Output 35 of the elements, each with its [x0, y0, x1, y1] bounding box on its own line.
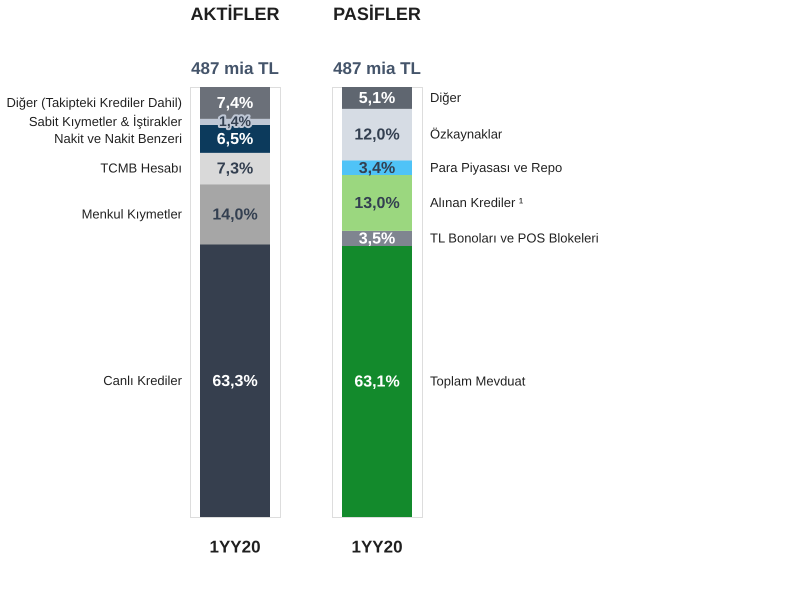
data-label: 5,1%: [358, 90, 396, 107]
series-label: Sabit Kıymetler & İştirakler: [28, 114, 183, 129]
series-label: Alınan Krediler ¹: [430, 194, 524, 210]
data-label: 7,4%: [216, 94, 254, 112]
chart-title: PASİFLER: [333, 4, 421, 24]
bar: [342, 246, 412, 517]
series-label: TCMB Hesabı: [100, 160, 182, 176]
data-label: 63,3%: [212, 372, 258, 390]
chart-title: AKTİFLER: [190, 4, 280, 24]
series-label: Toplam Mevduat: [430, 373, 526, 388]
bar: [200, 244, 270, 517]
data-label: 7,3%: [216, 160, 254, 178]
series-label: TL Bonoları ve POS Blokeleri: [430, 230, 599, 246]
series-label: Nakit ve Nakit Benzeri: [54, 130, 182, 146]
data-label: 6,5%: [216, 130, 254, 148]
data-label: 3,4%: [358, 160, 396, 177]
data-label: 63,1%: [354, 373, 400, 390]
chart-subtitle: 487 mia TL: [333, 59, 421, 78]
x-tick-label: 1YY20: [209, 538, 261, 556]
data-label: 3,5%: [358, 230, 396, 248]
bar: [200, 152, 270, 184]
chart-subtitle: 487 mia TL: [191, 59, 279, 78]
bar: [342, 108, 412, 160]
series-label: Para Piyasası ve Repo: [430, 160, 562, 175]
series-label: Canlı Krediler: [103, 372, 183, 388]
data-label: 12,0%: [354, 126, 400, 144]
bar: [342, 175, 412, 231]
series-label: Menkul Kıymetler: [82, 206, 183, 222]
data-label: 14,0%: [212, 206, 258, 224]
data-label: 13,0%: [354, 194, 400, 212]
series-label: Diğer (Takipteki Krediler Dahil): [6, 94, 182, 110]
series-label: Özkaynaklar: [430, 126, 503, 142]
x-tick-label: 1YY20: [351, 538, 403, 556]
bar: [200, 184, 270, 245]
series-label: Diğer: [430, 90, 462, 105]
